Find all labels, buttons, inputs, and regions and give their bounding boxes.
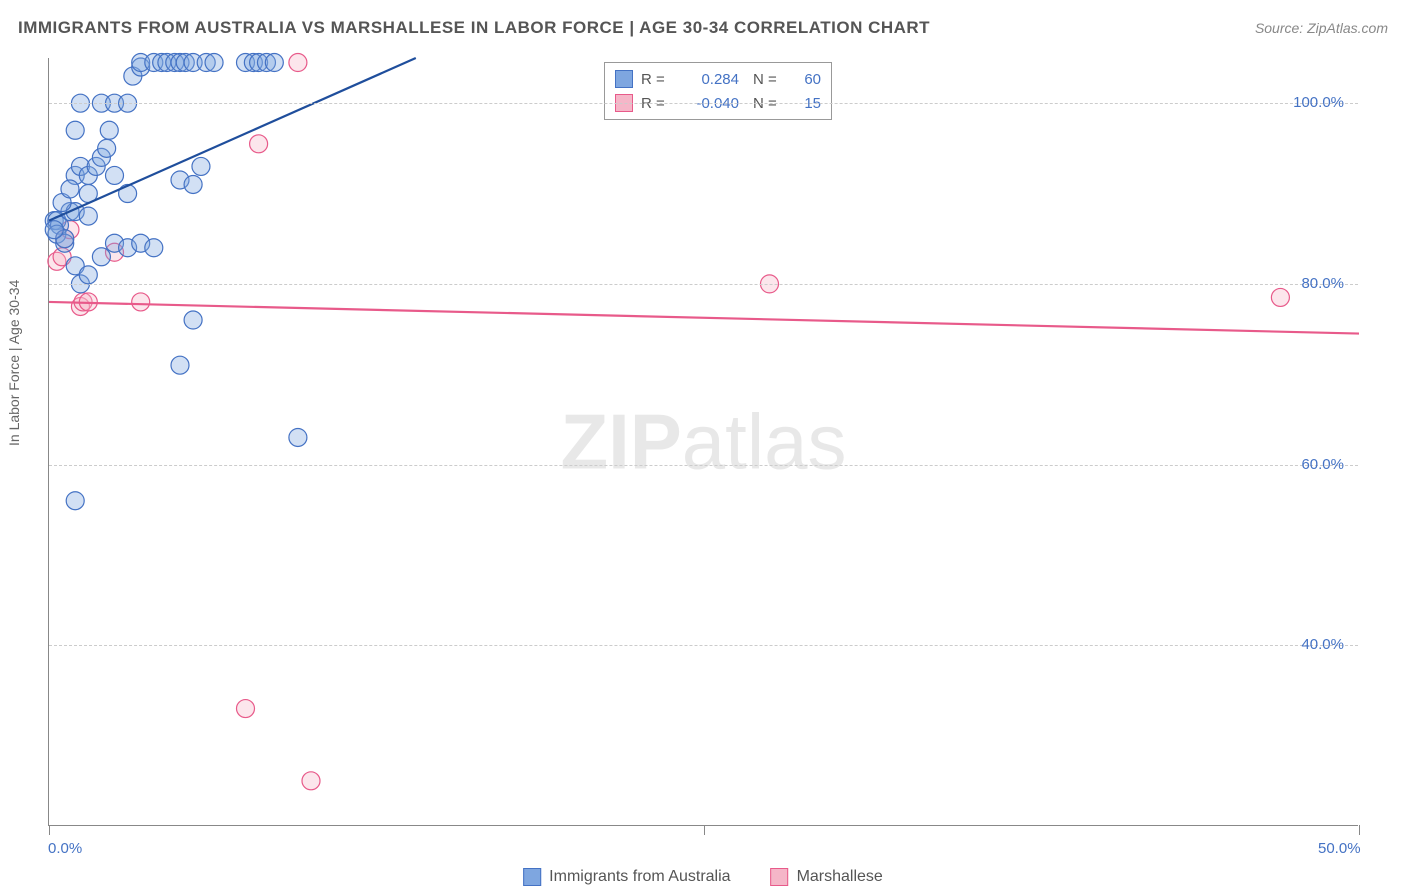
data-point [66,121,84,139]
data-point [100,121,118,139]
source-attribution: Source: ZipAtlas.com [1255,20,1388,36]
data-point [184,175,202,193]
data-point [171,356,189,374]
data-point [79,266,97,284]
chart-title: IMMIGRANTS FROM AUSTRALIA VS MARSHALLESE… [18,18,930,38]
legend-swatch [771,868,789,886]
r-label: R = [641,71,671,88]
data-point [192,157,210,175]
legend-swatch [523,868,541,886]
data-point [106,166,124,184]
data-point [92,248,110,266]
x-tick [49,825,50,835]
data-point [132,293,150,311]
n-value: 60 [791,71,821,88]
data-point [184,311,202,329]
chart-container: IMMIGRANTS FROM AUSTRALIA VS MARSHALLESE… [0,0,1406,892]
y-tick-label: 80.0% [1301,275,1344,292]
plot-svg [49,58,1358,825]
regression-line [49,302,1359,334]
data-point [145,239,163,257]
gridline-h [49,645,1358,646]
x-tick-label: 50.0% [1318,840,1361,857]
legend-series-item: Immigrants from Australia [523,868,730,886]
gridline-h [49,465,1358,466]
data-point [289,54,307,72]
x-tick [1359,825,1360,835]
data-point [1271,288,1289,306]
data-point [79,207,97,225]
y-tick-label: 60.0% [1301,456,1344,473]
gridline-h [49,103,1358,104]
data-point [205,54,223,72]
data-point [237,700,255,718]
x-tick [704,825,705,835]
legend-correlation: R =0.284N =60R =-0.040N =15 [604,62,832,120]
legend-series-item: Marshallese [771,868,883,886]
data-point [265,54,283,72]
x-tick-label: 0.0% [48,840,82,857]
data-point [302,772,320,790]
data-point [289,428,307,446]
legend-series-label: Immigrants from Australia [549,868,730,886]
gridline-h [49,284,1358,285]
y-axis-title: In Labor Force | Age 30-34 [6,280,22,446]
plot-area: ZIPatlas R =0.284N =60R =-0.040N =15 40.… [48,58,1358,826]
data-point [250,135,268,153]
legend-series-label: Marshallese [797,868,883,886]
data-point [45,221,63,239]
n-label: N = [753,71,783,88]
legend-correlation-row: R = 0.284 N = 60 [615,67,821,91]
y-tick-label: 100.0% [1293,94,1344,111]
legend-series: Immigrants from Australia Marshallese [523,868,883,886]
data-point [66,492,84,510]
data-point [61,180,79,198]
y-tick-label: 40.0% [1301,636,1344,653]
data-point [98,139,116,157]
legend-swatch [615,70,633,88]
data-point [119,185,137,203]
r-value: 0.284 [679,71,739,88]
